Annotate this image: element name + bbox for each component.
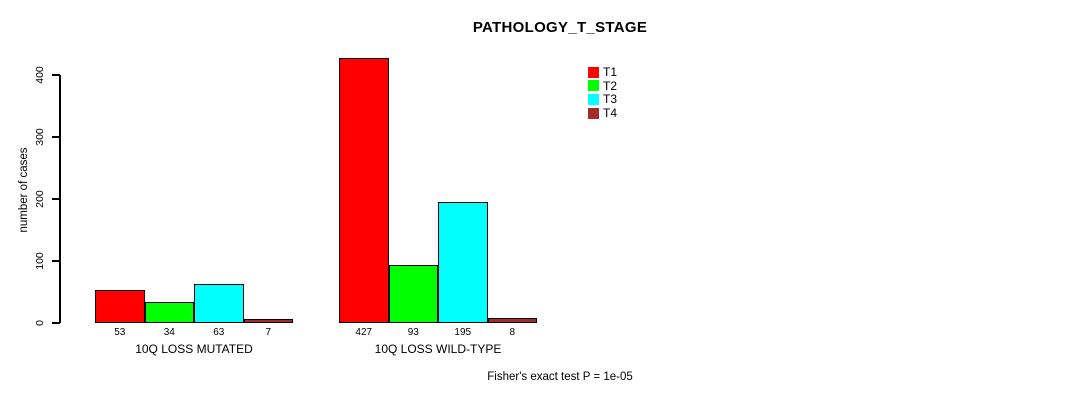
y-tick-label: 100 <box>34 252 46 270</box>
bar-value-label: 7 <box>265 327 272 338</box>
legend-swatch-t1 <box>588 66 599 78</box>
bar-value-label: 34 <box>163 327 175 338</box>
y-tick-label: 300 <box>34 128 46 146</box>
bar-t2 <box>388 265 438 323</box>
legend-label: T4 <box>603 106 618 121</box>
y-axis-tick <box>52 260 60 262</box>
y-axis-label: number of cases <box>18 147 30 233</box>
bar-t2 <box>144 301 194 323</box>
bar-t1 <box>339 58 389 323</box>
y-tick-label: 400 <box>34 66 46 84</box>
bar-t4 <box>243 318 293 323</box>
x-axis-group-label: 10Q LOSS MUTATED <box>135 342 253 356</box>
y-tick-label: 0 <box>34 320 46 326</box>
legend-label: T1 <box>603 65 618 80</box>
bar-t3 <box>438 202 488 323</box>
legend-swatch-t2 <box>588 80 599 92</box>
y-axis-tick <box>52 322 60 324</box>
legend-item: T2 <box>588 79 617 93</box>
y-axis-tick <box>52 198 60 200</box>
bar-value-label: 93 <box>407 327 419 338</box>
bar-t4 <box>487 318 537 323</box>
legend-swatch-t4 <box>588 107 599 119</box>
bar-value-label: 195 <box>454 327 472 338</box>
legend-item: T4 <box>588 106 617 120</box>
annotation-fisher-test: Fisher's exact test P = 1e-05 <box>487 371 633 383</box>
chart-title: PATHOLOGY_T_STAGE <box>472 19 648 36</box>
bar-value-label: 63 <box>213 327 225 338</box>
y-axis-tick <box>52 136 60 138</box>
legend-item: T3 <box>588 93 617 107</box>
x-axis-group-label: 10Q LOSS WILD-TYPE <box>374 342 502 356</box>
bar-t3 <box>194 283 244 323</box>
legend-item: T1 <box>588 66 617 80</box>
legend-swatch-t3 <box>588 93 599 105</box>
bar-value-label: 427 <box>355 327 373 338</box>
bar-value-label: 8 <box>509 327 516 338</box>
legend-label: T3 <box>603 92 618 107</box>
bar-t1 <box>95 290 145 323</box>
bar-value-label: 53 <box>114 327 126 338</box>
y-tick-label: 200 <box>34 190 46 208</box>
y-axis-line <box>59 75 61 323</box>
legend-label: T2 <box>603 78 618 93</box>
y-axis-tick <box>52 74 60 76</box>
